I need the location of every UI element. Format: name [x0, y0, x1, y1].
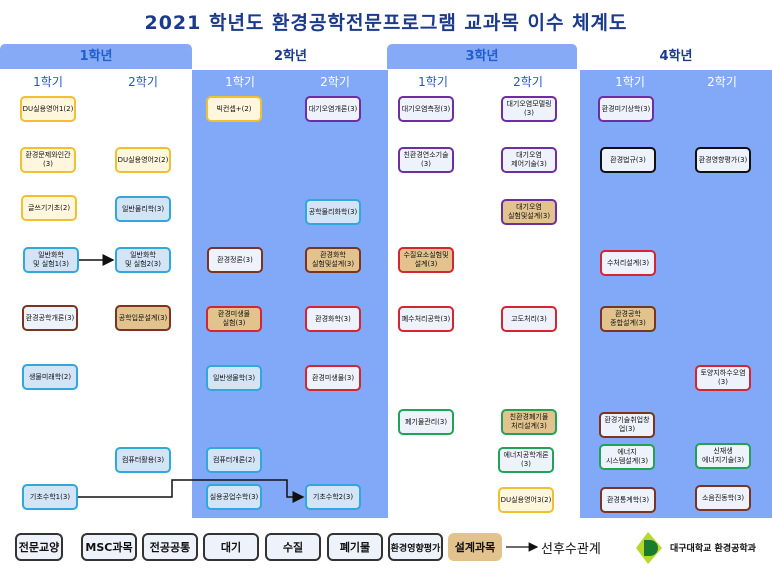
divider: [192, 70, 196, 518]
semester-label: 1학기: [33, 75, 63, 89]
course-box: 토양지하수오염 (3): [695, 365, 751, 391]
legend-arrow-label: 선후수관계: [541, 542, 601, 557]
course-box: 친환경폐기물 처리설계(3): [501, 409, 557, 435]
semester-label: 2학기: [320, 75, 350, 89]
course-box: 대기오염측정(3): [398, 96, 454, 122]
course-box: 대기오염개론(3): [305, 96, 361, 122]
semester-label: 1학기: [615, 75, 645, 89]
course-box: 환경문제와인간 (3): [20, 147, 76, 173]
course-box: 일반생물학(3): [206, 365, 262, 391]
course-box: DU실용영어2(2): [115, 147, 171, 173]
course-box: 수처리설계(3): [600, 250, 656, 276]
semester-label: 2학기: [707, 75, 737, 89]
course-box: 기초수학1(3): [22, 484, 78, 510]
course-box: 환경미생물(3): [305, 365, 361, 391]
course-box: DU실용영어3(2): [498, 487, 554, 513]
course-box: 컴퓨터개론(2): [206, 447, 262, 473]
course-box: 환경영향평가(3): [695, 147, 751, 173]
course-box: 환경공학개론(3): [22, 305, 78, 331]
course-box: 환경화학 실험및설계(3): [305, 247, 361, 273]
divider: [385, 70, 388, 518]
course-box: 에너지 시스템설계(3): [599, 444, 655, 470]
course-box: 대기오염 실험및설계(3): [501, 199, 557, 225]
course-box: 대기오염모델링 (3): [501, 96, 557, 122]
course-box: 환경기술취업창 업(3): [599, 412, 655, 438]
course-box: 수질요소실험및 설계(3): [398, 247, 454, 273]
course-box: 실용공업수학(3): [206, 484, 262, 510]
year-header-4: 4학년: [580, 44, 772, 69]
semester-label: 2학기: [513, 75, 543, 89]
course-box: 대기오염 제어기술(3): [501, 147, 557, 173]
legend-item-common: 전공공통: [142, 533, 198, 561]
course-box: 신재생 에너지기술(3): [695, 443, 751, 469]
prerequisite-arrow: [77, 479, 305, 503]
legend-item-eia: 환경영향평가: [388, 533, 443, 561]
course-box: 공학물리화학(3): [305, 199, 361, 225]
course-box: 일반화학 및 실험2(3): [115, 247, 171, 273]
year-2-panel: [196, 70, 385, 518]
legend-item-water: 수질: [265, 533, 321, 561]
course-box: 폐수처리공학(3): [398, 306, 454, 332]
legend-item-waste: 폐기물: [327, 533, 383, 561]
course-box: 환경법규(3): [600, 147, 656, 173]
year-header-1: 1학년: [0, 44, 192, 69]
course-box: 환경정론(3): [207, 247, 263, 273]
course-box: 친환경연소기술 (3): [398, 147, 454, 173]
course-box: 기초수학2(3): [305, 484, 361, 510]
course-box: 환경미생물 실험(3): [206, 306, 262, 332]
legend-item-design: 설계과목: [448, 533, 502, 561]
legend-item-msc: MSC과목: [81, 533, 137, 561]
semester-label: 1학기: [225, 75, 255, 89]
course-box: 환경공학 종합설계(3): [600, 306, 656, 332]
course-box: 공학입문설계(3): [115, 305, 171, 331]
year-header-2: 2학년: [196, 44, 385, 69]
course-box: 환경통계학(3): [600, 487, 656, 513]
course-box: 환경미기상학(3): [598, 96, 654, 122]
semester-label: 1학기: [418, 75, 448, 89]
semester-label: 2학기: [128, 75, 158, 89]
course-box: 컴퓨터활용(3): [115, 447, 171, 473]
legend-item-air: 대기: [203, 533, 259, 561]
course-box: 빅컨셉+(2): [206, 96, 262, 122]
page-title: 2021 학년도 환경공학전문프로그램 교과목 이수 체계도: [144, 12, 628, 34]
course-box: 소음진동학(3): [695, 485, 751, 511]
course-box: DU실용영어1(2): [20, 96, 76, 122]
university-logo-icon: [636, 532, 662, 564]
course-box: 생물미래학(2): [22, 364, 78, 390]
course-box: 글쓰기기초(2): [21, 195, 77, 221]
year-header-3: 3학년: [387, 44, 577, 69]
course-box: 환경화학(3): [305, 306, 361, 332]
course-box: 고도처리(3): [501, 306, 557, 332]
logo-text: 대구대학교 환경공학과: [670, 544, 756, 554]
course-box: 에너지공학개론 (3): [498, 447, 554, 473]
course-box: 일반화학 및 실험1(3): [23, 247, 79, 273]
course-box: 폐기물관리(3): [398, 409, 454, 435]
legend-item-liberal: 전문교양: [15, 533, 63, 561]
course-box: 일반물리학(3): [115, 196, 171, 222]
